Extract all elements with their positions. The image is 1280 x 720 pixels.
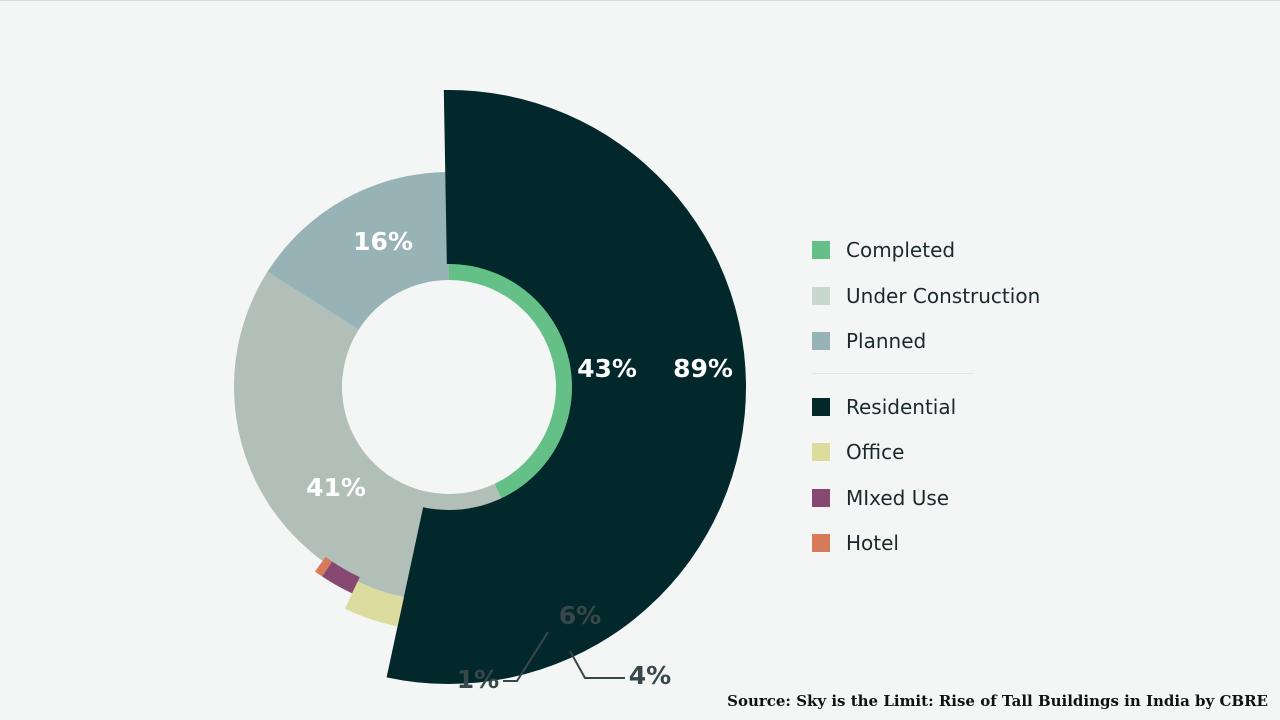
legend-item-office: Office	[812, 438, 1072, 466]
legend-label-completed: Completed	[846, 238, 956, 262]
donut-chart: 43% 41% 16% 89% 6% 4% 1%	[233, 90, 747, 694]
leader-lines	[503, 631, 625, 682]
legend-label-under-construction: Under Construction	[846, 283, 1041, 308]
slice-residential	[386, 90, 747, 684]
legend-swatch-planned	[812, 332, 830, 350]
slice-office	[344, 581, 404, 627]
label-residential: 89%	[673, 354, 733, 383]
legend-item-residential: Residential	[812, 393, 1072, 421]
slice-hotel	[314, 556, 333, 577]
use-ring	[314, 90, 747, 684]
source-caption: Source: Sky is the Limit: Rise of Tall B…	[727, 692, 1268, 710]
label-mixed-use: 4%	[629, 661, 671, 690]
slice-planned	[267, 172, 449, 330]
legend-item-completed: Completed	[812, 236, 1072, 264]
legend-item-hotel: Hotel	[812, 529, 1072, 557]
legend: Completed Under Construction Planned Res…	[812, 236, 1072, 575]
legend-label-office: Office	[846, 440, 905, 464]
label-completed: 43%	[577, 354, 637, 383]
legend-label-hotel: Hotel	[846, 531, 899, 555]
legend-label-mixed-use: MIxed Use	[846, 485, 950, 510]
label-under-construction: 41%	[306, 473, 366, 502]
label-planned: 16%	[353, 227, 413, 256]
legend-swatch-hotel	[812, 534, 830, 552]
legend-label-residential: Residential	[846, 394, 957, 419]
top-rule	[0, 0, 1280, 1]
legend-swatch-residential	[812, 397, 830, 416]
legend-swatch-mixed-use	[812, 488, 830, 507]
legend-swatch-completed	[812, 241, 830, 259]
legend-swatch-office	[812, 443, 830, 461]
slice-labels: 43% 41% 16% 89% 6% 4% 1%	[306, 227, 733, 694]
legend-label-planned: Planned	[846, 329, 927, 353]
leader-mixed-use	[569, 650, 625, 679]
legend-swatch-under-construction	[812, 286, 830, 305]
label-hotel: 1%	[457, 665, 499, 694]
legend-divider	[812, 372, 974, 374]
legend-item-mixed-use: MIxed Use	[812, 484, 1072, 512]
leader-hotel	[503, 631, 549, 682]
label-office: 6%	[559, 601, 601, 630]
legend-item-under-construction: Under Construction	[812, 282, 1072, 310]
slice-mixed-use	[322, 561, 360, 594]
legend-item-planned: Planned	[812, 327, 1072, 355]
